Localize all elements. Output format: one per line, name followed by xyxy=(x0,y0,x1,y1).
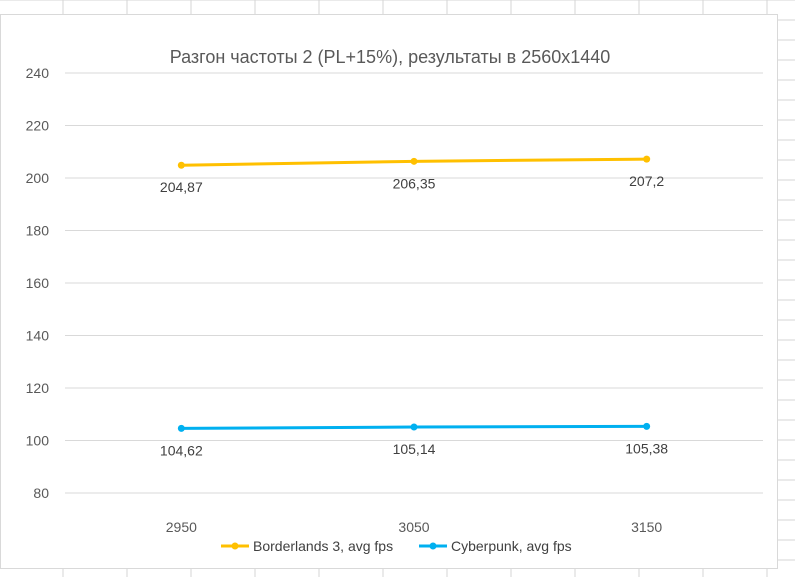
data-label: 105,14 xyxy=(393,441,436,457)
line-chart: Разгон частоты 2 (PL+15%), результаты в … xyxy=(26,47,763,554)
y-tick-label: 240 xyxy=(26,65,50,81)
data-label: 105,38 xyxy=(625,440,668,456)
data-point[interactable] xyxy=(177,161,185,169)
series[interactable]: 104,62 105,14 105,38 xyxy=(160,422,668,458)
y-tick-label: 180 xyxy=(26,223,50,239)
data-point[interactable] xyxy=(410,157,418,165)
legend: Borderlands 3, avg fps Cyberpunk, avg fps xyxy=(221,538,572,554)
y-tick-label: 220 xyxy=(26,118,50,134)
data-point[interactable] xyxy=(177,424,185,432)
x-tick-label: 3150 xyxy=(631,519,662,535)
y-tick-label: 120 xyxy=(26,380,50,396)
y-tick-label: 200 xyxy=(26,170,50,186)
data-label: 207,2 xyxy=(629,173,664,189)
legend-item[interactable]: Borderlands 3, avg fps xyxy=(221,538,393,554)
data-label: 204,87 xyxy=(160,179,203,195)
data-label: 104,62 xyxy=(160,442,203,458)
legend-label: Borderlands 3, avg fps xyxy=(253,538,393,554)
data-point[interactable] xyxy=(410,423,418,431)
data-point[interactable] xyxy=(643,155,651,163)
legend-label: Cyberpunk, avg fps xyxy=(451,538,572,554)
series-group: 204,87 206,35 207,2 104,62 105,14 105,38 xyxy=(160,155,668,458)
chart-area[interactable]: Разгон частоты 2 (PL+15%), результаты в … xyxy=(0,14,778,569)
data-label: 206,35 xyxy=(393,175,436,191)
y-tick-label: 140 xyxy=(26,328,50,344)
legend-swatch-marker xyxy=(429,542,437,550)
y-tick-label: 80 xyxy=(33,485,49,501)
legend-swatch-marker xyxy=(231,542,239,550)
series[interactable]: 204,87 206,35 207,2 xyxy=(160,155,664,196)
x-tick-label: 3050 xyxy=(398,519,429,535)
x-tick-label: 2950 xyxy=(166,519,197,535)
chart-title: Разгон частоты 2 (PL+15%), результаты в … xyxy=(170,47,611,67)
y-tick-label: 160 xyxy=(26,275,50,291)
legend-item[interactable]: Cyberpunk, avg fps xyxy=(419,538,572,554)
gridlines xyxy=(65,72,763,494)
y-tick-label: 100 xyxy=(26,433,50,449)
data-point[interactable] xyxy=(643,422,651,430)
x-axis-ticks: 2950 3050 3150 xyxy=(166,519,663,535)
y-axis-ticks: 80 100 120 140 160 180 200 220 240 xyxy=(26,65,50,501)
